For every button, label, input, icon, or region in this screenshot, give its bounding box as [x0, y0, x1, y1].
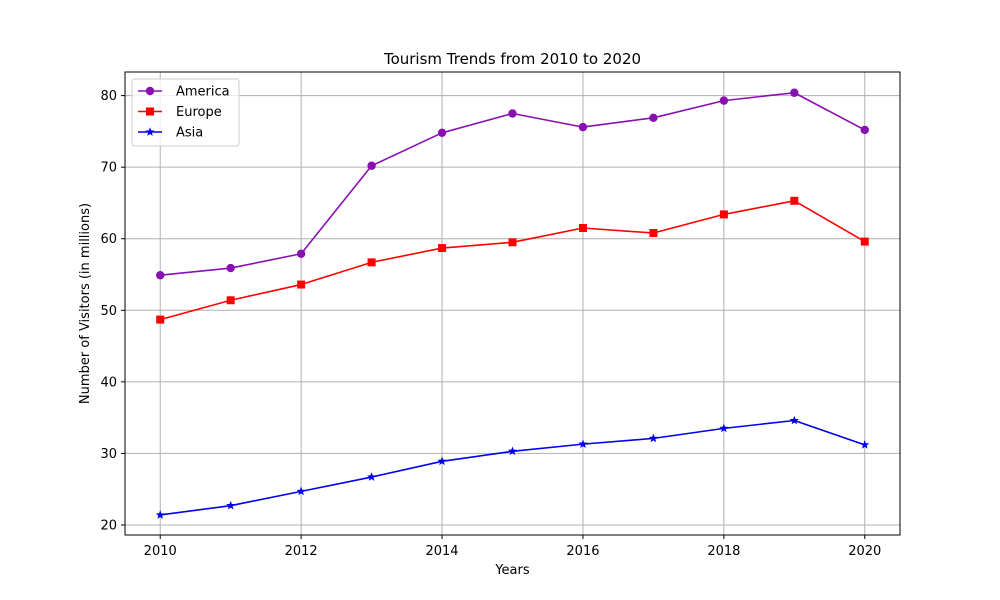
legend: America Europe Asia	[131, 78, 240, 147]
data-point-america	[860, 125, 869, 135]
data-point-asia	[437, 456, 447, 466]
y-axis: 20 30 40 50 60 70 80	[100, 89, 125, 533]
x-tick-label: 2012	[285, 544, 318, 559]
legend-marker-asia	[145, 127, 155, 136]
series-asia	[155, 415, 870, 519]
data-point-america	[578, 122, 588, 132]
x-tick-label: 2020	[848, 544, 881, 559]
data-point-europe	[438, 244, 447, 253]
data-point-europe	[578, 224, 587, 233]
data-point-america	[226, 263, 235, 273]
data-point-america	[719, 96, 729, 105]
data-point-asia	[860, 440, 870, 449]
data-point-europe	[790, 196, 799, 205]
legend-label-europe: Europe	[176, 105, 222, 120]
data-point-europe	[367, 258, 376, 267]
y-tick-label: 40	[100, 375, 117, 390]
plot-frame	[124, 71, 901, 536]
data-point-asia	[719, 423, 729, 433]
data-point-asia	[648, 433, 658, 443]
data-point-europe	[156, 315, 165, 324]
y-tick-label: 60	[100, 232, 117, 247]
data-point-america	[156, 271, 165, 280]
x-tick-label: 2018	[707, 544, 740, 559]
y-axis-label: Number of Visitors (in millions)	[78, 203, 93, 404]
data-point-europe	[508, 238, 517, 247]
data-point-asia	[507, 446, 518, 456]
data-point-america	[296, 249, 306, 258]
data-point-asia	[296, 486, 306, 496]
series-group	[155, 88, 870, 519]
legend-marker-america	[145, 86, 155, 96]
y-tick-label: 70	[100, 161, 117, 176]
legend-box	[131, 78, 240, 147]
x-axis-label: Years	[494, 563, 530, 578]
data-point-europe	[719, 210, 728, 219]
legend-label-america: America	[176, 85, 230, 100]
data-point-asia	[226, 500, 236, 510]
y-tick-label: 50	[100, 304, 117, 319]
series-europe	[156, 196, 869, 324]
legend-label-asia: Asia	[176, 126, 203, 141]
data-point-asia	[789, 415, 799, 425]
data-point-asia	[367, 472, 377, 481]
x-tick-label: 2010	[144, 544, 177, 559]
data-point-europe	[297, 280, 306, 289]
x-axis: 2010 2012 2014 2016 2018 2020	[144, 535, 881, 559]
data-point-asia	[155, 510, 165, 519]
data-point-europe	[860, 237, 869, 246]
series-america	[156, 88, 869, 280]
data-point-asia	[578, 439, 588, 448]
y-tick-label: 80	[100, 89, 117, 104]
chart-title: Tourism Trends from 2010 to 2020	[383, 50, 641, 68]
y-tick-label: 20	[100, 518, 117, 533]
legend-marker-europe	[146, 107, 154, 116]
data-point-europe	[226, 296, 235, 305]
x-tick-label: 2014	[425, 544, 458, 559]
data-point-america	[649, 113, 658, 122]
data-point-europe	[649, 229, 658, 238]
y-tick-label: 30	[100, 447, 117, 462]
data-point-america	[508, 109, 517, 118]
data-point-america	[437, 128, 447, 138]
data-point-america	[790, 88, 799, 97]
data-point-america	[367, 161, 376, 170]
x-tick-label: 2016	[566, 544, 599, 559]
